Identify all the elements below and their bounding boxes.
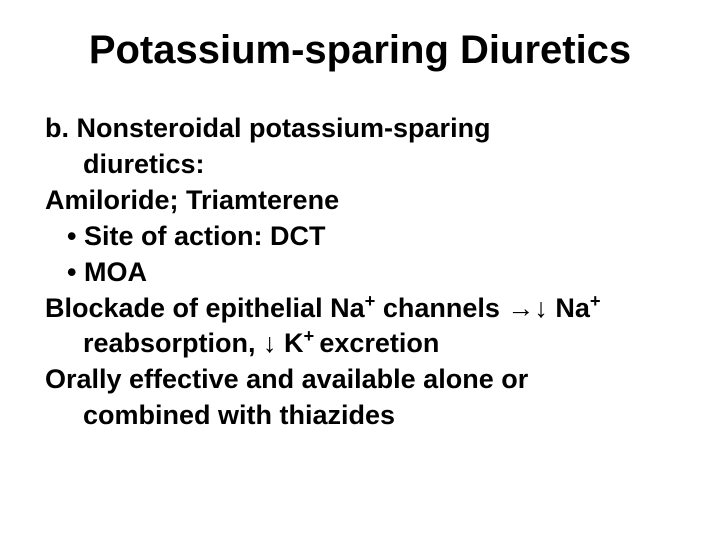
line-mechanism-2: reabsorption, ↓ K+ excretion [45, 326, 675, 362]
superscript-plus: + [365, 290, 376, 311]
slide-body: b. Nonsteroidal potassium-sparing diuret… [45, 111, 675, 434]
superscript-plus: + [304, 325, 320, 346]
text-frag: excretion [319, 328, 439, 358]
line-oral-1: Orally effective and available alone or [45, 362, 675, 398]
slide-title: Potassium-sparing Diuretics [45, 28, 675, 73]
text-frag: Blockade of epithelial Na [45, 293, 365, 323]
line-oral-2: combined with thiazides [45, 398, 675, 434]
line-mechanism-1: Blockade of epithelial Na+ channels →↓ N… [45, 291, 675, 327]
slide: Potassium-sparing Diuretics b. Nonsteroi… [0, 0, 720, 540]
bullet-moa: MOA [45, 255, 675, 291]
text-frag: reabsorption, ↓ K [83, 328, 304, 358]
line-heading-2: diuretics: [45, 147, 675, 183]
bullet-site: Site of action: DCT [45, 219, 675, 255]
line-drugs: Amiloride; Triamterene [45, 183, 675, 219]
line-heading-1: b. Nonsteroidal potassium-sparing [45, 111, 675, 147]
superscript-plus: + [590, 290, 601, 311]
text-frag: channels →↓ Na [375, 293, 590, 323]
